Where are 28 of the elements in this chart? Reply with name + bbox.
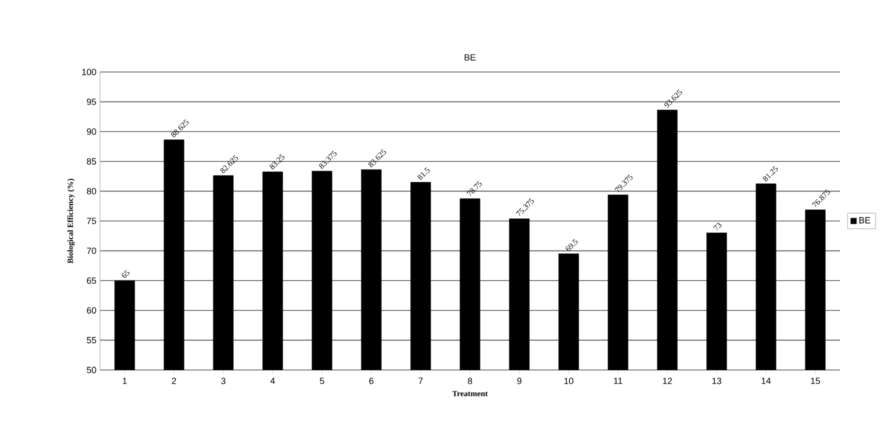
y-tick-label: 75 (86, 218, 96, 224)
y-tick-label: 60 (86, 307, 96, 314)
x-tick-label: 15 (811, 378, 820, 384)
chart-title: BE (464, 54, 476, 60)
x-tick-label: 2 (172, 378, 176, 384)
y-tick-label: 65 (86, 277, 96, 284)
x-tick-label: 6 (369, 378, 374, 384)
x-tick-label: 12 (663, 378, 672, 384)
legend-label: BE (859, 217, 870, 224)
x-tick-label: 1 (122, 378, 127, 384)
y-tick-label: 55 (86, 337, 96, 344)
x-tick-label: 4 (270, 378, 275, 384)
x-tick-label: 5 (320, 378, 324, 384)
y-tick-label: 70 (86, 248, 96, 254)
y-tick-label: 50 (86, 366, 96, 374)
x-tick-label: 13 (712, 378, 722, 384)
y-tick-label: 90 (86, 128, 96, 135)
x-tick-label: 14 (762, 378, 771, 384)
y-tick-label: 95 (86, 98, 96, 105)
x-tick-label: 7 (418, 378, 423, 384)
x-tick-label: 8 (468, 378, 472, 384)
x-tick-label: 9 (517, 378, 522, 384)
y-tick-label: 85 (86, 158, 96, 165)
x-tick-label: 10 (564, 378, 574, 384)
y-tick-label: 100 (82, 68, 96, 76)
x-tick-label: 11 (614, 378, 622, 384)
x-tick-label: 3 (221, 378, 226, 384)
y-tick-label: 80 (86, 188, 96, 194)
